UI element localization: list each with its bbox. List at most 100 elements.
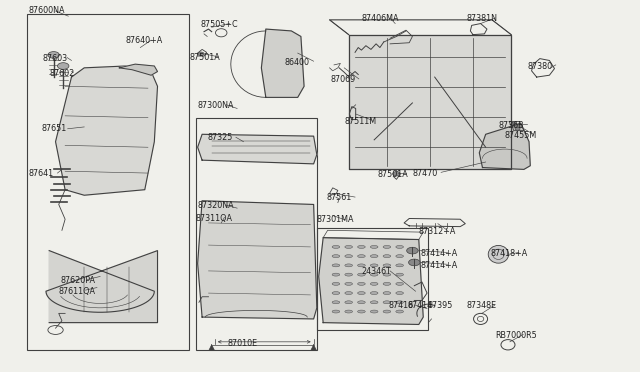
Bar xyxy=(196,118,317,350)
Ellipse shape xyxy=(383,310,391,313)
Text: 87511M: 87511M xyxy=(344,117,376,126)
Bar xyxy=(317,228,428,330)
Ellipse shape xyxy=(396,255,403,258)
Ellipse shape xyxy=(332,301,340,304)
Circle shape xyxy=(198,52,204,56)
Polygon shape xyxy=(198,134,317,164)
Text: 87620PA: 87620PA xyxy=(61,276,95,285)
Ellipse shape xyxy=(332,264,340,267)
Ellipse shape xyxy=(358,282,365,285)
Ellipse shape xyxy=(345,255,353,258)
Text: 87348E: 87348E xyxy=(467,301,497,311)
Ellipse shape xyxy=(396,273,403,276)
Circle shape xyxy=(48,52,60,58)
Ellipse shape xyxy=(371,264,378,267)
Polygon shape xyxy=(198,201,317,319)
Ellipse shape xyxy=(332,292,340,295)
Text: 87414+A: 87414+A xyxy=(420,249,458,258)
Text: 8736B: 8736B xyxy=(499,121,524,129)
Ellipse shape xyxy=(371,282,378,285)
Polygon shape xyxy=(479,123,531,169)
Ellipse shape xyxy=(396,301,403,304)
Text: 87602: 87602 xyxy=(49,69,74,78)
Text: 87069: 87069 xyxy=(331,75,356,84)
Ellipse shape xyxy=(345,310,353,313)
Ellipse shape xyxy=(332,282,340,285)
Text: 87380: 87380 xyxy=(527,61,552,71)
Text: 87416: 87416 xyxy=(388,301,413,311)
Ellipse shape xyxy=(396,264,403,267)
Ellipse shape xyxy=(383,292,391,295)
Text: 87312+A: 87312+A xyxy=(419,227,456,235)
Circle shape xyxy=(58,62,69,69)
Ellipse shape xyxy=(345,264,353,267)
Text: 87501A: 87501A xyxy=(189,53,220,62)
Ellipse shape xyxy=(358,264,365,267)
Text: 87470: 87470 xyxy=(412,169,438,177)
Text: RB7000R5: RB7000R5 xyxy=(495,331,537,340)
Ellipse shape xyxy=(345,292,353,295)
Text: 87414: 87414 xyxy=(407,301,433,311)
Text: 87301MA: 87301MA xyxy=(317,215,355,224)
Text: 87505+C: 87505+C xyxy=(201,20,239,29)
Polygon shape xyxy=(349,35,511,169)
Polygon shape xyxy=(261,29,304,97)
Ellipse shape xyxy=(371,292,378,295)
Text: 86400: 86400 xyxy=(284,58,309,67)
Circle shape xyxy=(408,259,420,266)
Ellipse shape xyxy=(358,246,365,248)
Ellipse shape xyxy=(358,273,365,276)
Circle shape xyxy=(393,171,400,176)
Ellipse shape xyxy=(396,292,403,295)
Ellipse shape xyxy=(358,292,365,295)
Text: 87600NA: 87600NA xyxy=(29,6,65,15)
Ellipse shape xyxy=(383,273,391,276)
Polygon shape xyxy=(56,66,157,195)
Ellipse shape xyxy=(371,246,378,248)
Text: 87501A: 87501A xyxy=(378,170,408,179)
Polygon shape xyxy=(319,238,423,324)
Ellipse shape xyxy=(383,264,391,267)
Text: 87010E: 87010E xyxy=(228,339,258,348)
Ellipse shape xyxy=(371,301,378,304)
Circle shape xyxy=(515,127,520,130)
Ellipse shape xyxy=(383,282,391,285)
Text: 87651: 87651 xyxy=(42,124,67,133)
Ellipse shape xyxy=(332,310,340,313)
Ellipse shape xyxy=(371,273,378,276)
Text: 24346T: 24346T xyxy=(362,267,391,276)
Ellipse shape xyxy=(358,310,365,313)
Text: 87640+A: 87640+A xyxy=(125,36,163,45)
Ellipse shape xyxy=(332,255,340,258)
Polygon shape xyxy=(119,64,157,75)
Text: 87395: 87395 xyxy=(427,301,452,311)
Text: 87414+A: 87414+A xyxy=(420,261,458,270)
Text: 87406MA: 87406MA xyxy=(362,13,399,22)
Ellipse shape xyxy=(345,282,353,285)
Ellipse shape xyxy=(383,255,391,258)
Ellipse shape xyxy=(345,301,353,304)
Text: 87611QA: 87611QA xyxy=(59,287,96,296)
Text: 87418+A: 87418+A xyxy=(491,249,528,258)
Ellipse shape xyxy=(345,246,353,248)
Text: 87561: 87561 xyxy=(326,193,351,202)
Ellipse shape xyxy=(332,273,340,276)
Text: 87381N: 87381N xyxy=(467,13,497,22)
Text: 87311QA: 87311QA xyxy=(196,214,233,222)
Ellipse shape xyxy=(396,246,403,248)
Text: 87325: 87325 xyxy=(207,133,232,142)
Ellipse shape xyxy=(345,273,353,276)
Ellipse shape xyxy=(383,301,391,304)
Circle shape xyxy=(512,122,517,125)
Polygon shape xyxy=(46,251,157,323)
Bar xyxy=(27,14,189,350)
Text: 87455M: 87455M xyxy=(505,131,537,140)
Ellipse shape xyxy=(358,301,365,304)
Ellipse shape xyxy=(332,246,340,248)
Circle shape xyxy=(406,247,418,254)
Text: 87320NA: 87320NA xyxy=(198,201,234,210)
Ellipse shape xyxy=(358,255,365,258)
Text: 87300NA: 87300NA xyxy=(198,101,234,110)
Ellipse shape xyxy=(396,310,403,313)
Ellipse shape xyxy=(396,282,403,285)
